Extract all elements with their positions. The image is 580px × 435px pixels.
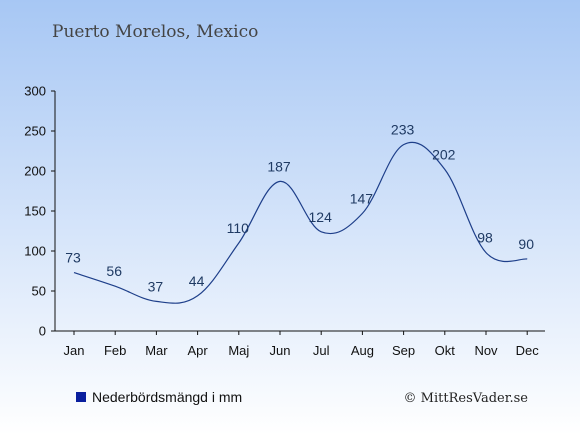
x-tick-label: Jul: [313, 343, 330, 358]
y-tick-label: 100: [24, 244, 46, 259]
data-label: 56: [106, 263, 122, 279]
x-tick-label: Apr: [187, 343, 208, 358]
x-tick-label: Maj: [228, 343, 249, 358]
y-tick-label: 250: [24, 124, 46, 139]
x-tick-label: Okt: [435, 343, 456, 358]
precipitation-line: [73, 141, 528, 304]
x-tick-label: Jan: [64, 343, 85, 358]
x-tick-label: Jun: [270, 343, 291, 358]
x-axis-ticks: Jan Feb Mar Apr Maj Jun Jul Aug Sep Okt Nov Dec: [64, 331, 540, 358]
data-label: 187: [267, 158, 291, 174]
y-tick-label: 200: [24, 164, 46, 179]
y-tick-label: 50: [32, 284, 46, 299]
data-label: 73: [65, 250, 81, 266]
y-axis-ticks: 0 50 100 150 200 250 300: [24, 84, 55, 339]
data-label: 110: [227, 220, 250, 236]
x-tick-label: Mar: [145, 343, 168, 358]
x-tick-label: Nov: [474, 343, 498, 358]
data-label: 233: [391, 122, 415, 138]
legend-label: Nederbördsmängd i mm: [92, 389, 242, 405]
y-tick-label: 300: [24, 84, 46, 99]
data-label: 147: [350, 190, 374, 206]
data-label: 98: [477, 230, 493, 246]
data-label: 44: [189, 273, 205, 289]
x-tick-label: Aug: [351, 343, 374, 358]
chart-title: Puerto Morelos, Mexico: [52, 22, 258, 42]
legend-marker: [76, 392, 86, 402]
data-label: 202: [432, 146, 456, 162]
y-tick-label: 150: [24, 204, 46, 219]
y-tick-label: 0: [39, 324, 46, 339]
data-label: 90: [518, 236, 534, 252]
x-tick-label: Dec: [516, 343, 540, 358]
data-label: 124: [309, 209, 333, 225]
credit-text: © MittResVader.se: [404, 391, 529, 406]
x-tick-label: Sep: [392, 343, 415, 358]
data-labels: 73 56 37 44 110 187 124 147 233 202 98 90: [65, 122, 534, 295]
data-label: 37: [148, 278, 164, 294]
x-tick-label: Feb: [104, 343, 126, 358]
